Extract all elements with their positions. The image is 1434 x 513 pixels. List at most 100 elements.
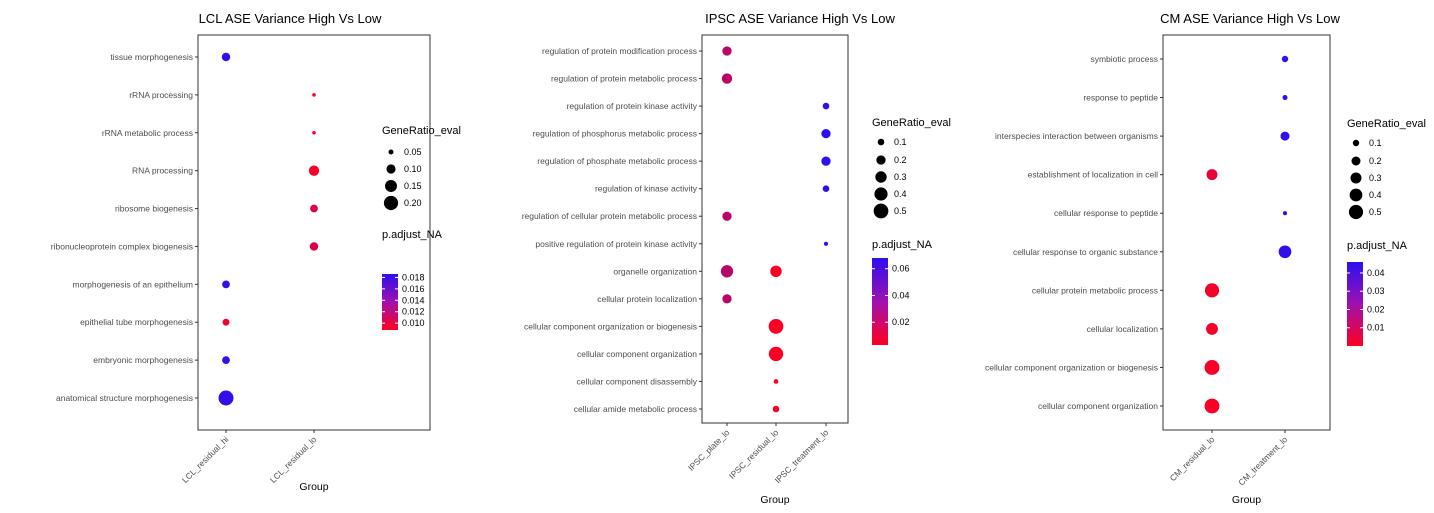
y-tick-label: rRNA processing xyxy=(129,90,193,100)
y-tick-label: embryonic morphogenesis xyxy=(93,355,193,365)
colorbar-label: 0.06 xyxy=(892,264,910,274)
data-point xyxy=(768,319,784,334)
colorbar-label: 0.014 xyxy=(402,295,425,305)
size-legend-title: GeneRatio_eval xyxy=(382,125,461,137)
size-legend-key xyxy=(385,180,397,192)
y-tick-label: tissue morphogenesis xyxy=(110,52,193,62)
y-tick-label: cellular amide metabolic process xyxy=(574,404,697,414)
y-tick-label: ribonucleoprotein complex biogenesis xyxy=(51,241,193,251)
y-tick-label: symbiotic process xyxy=(1090,54,1158,64)
size-legend-key xyxy=(1351,156,1361,166)
data-point xyxy=(312,93,316,97)
chart-title: CM ASE Variance High Vs Low xyxy=(1160,11,1340,26)
size-legend-label: 0.5 xyxy=(1369,207,1382,217)
chart-panel-1: LCL ASE Variance High Vs Low tissue morph… xyxy=(51,11,461,493)
data-point xyxy=(218,390,234,406)
y-tick-label: cellular component organization xyxy=(577,349,697,359)
size-legend-label: 0.10 xyxy=(404,164,422,174)
x-axis-label: Group xyxy=(760,494,789,506)
data-point xyxy=(1278,245,1292,259)
x-axis-label: Group xyxy=(299,481,328,493)
size-legend-key xyxy=(873,203,889,219)
size-legend-key xyxy=(1352,139,1360,147)
data-point xyxy=(222,356,230,364)
size-legend-key xyxy=(1348,204,1364,220)
y-tick-label: cellular component disassembly xyxy=(577,376,698,386)
chart-title: IPSC ASE Variance High Vs Low xyxy=(705,11,895,26)
colorbar-label: 0.04 xyxy=(1367,268,1385,278)
y-tick-label: cellular protein localization xyxy=(597,294,697,304)
data-point xyxy=(722,294,732,304)
size-legend-label: 0.1 xyxy=(1369,138,1382,148)
size-legend-label: 0.2 xyxy=(1369,156,1382,166)
y-tick-label: RNA processing xyxy=(132,166,193,176)
y-tick-label: regulation of phosphorus metabolic proce… xyxy=(533,129,697,139)
y-tick-label: cellular component organization or bioge… xyxy=(985,362,1158,372)
y-tick-label: cellular component organization xyxy=(1038,401,1158,411)
y-tick-label: cellular localization xyxy=(1087,324,1159,334)
colorbar-label: 0.02 xyxy=(1367,304,1385,314)
data-point xyxy=(310,204,318,213)
data-point xyxy=(722,211,732,221)
x-tick-label: IPSC_residual_lo xyxy=(727,427,781,481)
chart-panel-3: CM ASE Variance High Vs Low symbiotic pro… xyxy=(985,11,1426,506)
data-point xyxy=(222,318,230,326)
size-legend-key xyxy=(876,155,886,165)
size-legend-title: GeneRatio_eval xyxy=(872,117,951,129)
data-point xyxy=(309,242,319,251)
data-point xyxy=(773,379,779,384)
data-point xyxy=(1204,283,1220,298)
data-point xyxy=(312,130,316,135)
chart-title: LCL ASE Variance High Vs Low xyxy=(199,11,382,26)
colorbar xyxy=(382,274,398,330)
y-tick-label: regulation of protein metabolic process xyxy=(551,74,697,84)
y-tick-label: regulation of kinase activity xyxy=(595,184,698,194)
y-tick-label: interspecies interaction between organis… xyxy=(995,131,1158,141)
colorbar-label: 0.018 xyxy=(402,272,425,282)
data-point xyxy=(770,265,782,278)
data-point xyxy=(1280,131,1290,141)
y-tick-label: epithelial tube morphogenesis xyxy=(80,317,193,327)
color-legend-title: p.adjust_NA xyxy=(1347,240,1408,252)
size-legend-label: 0.3 xyxy=(1369,173,1382,183)
y-tick-label: anatomical structure morphogenesis xyxy=(56,393,193,403)
size-legend-label: 0.3 xyxy=(894,172,907,182)
x-tick-label: LCL_residual_hi xyxy=(180,434,231,485)
plot-frame xyxy=(1162,34,1331,431)
x-axis-label: Group xyxy=(1232,494,1261,506)
x-tick-label: CM_treatment_lo xyxy=(1236,434,1289,487)
y-tick-label: positive regulation of protein kinase ac… xyxy=(535,239,697,249)
y-tick-label: rRNA metabolic process xyxy=(102,128,193,138)
data-point xyxy=(1204,398,1220,414)
size-legend-key xyxy=(874,187,888,201)
y-tick-label: cellular response to organic substance xyxy=(1013,247,1158,257)
colorbar-label: 0.04 xyxy=(892,290,910,300)
size-legend-label: 0.4 xyxy=(1369,190,1382,200)
colorbar xyxy=(1347,262,1363,346)
size-legend-label: 0.2 xyxy=(894,155,907,165)
size-legend-key xyxy=(877,138,885,146)
y-tick-label: cellular component organization or bioge… xyxy=(524,321,697,331)
chart-panel-2: IPSC ASE Variance High Vs Low regulation … xyxy=(522,11,951,506)
colorbar-label: 0.012 xyxy=(402,307,425,317)
data-point xyxy=(1281,55,1289,63)
y-tick-label: regulation of cellular protein metabolic… xyxy=(522,211,697,221)
data-point xyxy=(221,52,231,62)
size-legend-key xyxy=(388,149,394,155)
plot-frame xyxy=(701,34,849,424)
y-tick-label: response to peptide xyxy=(1083,93,1158,103)
y-tick-label: ribosome biogenesis xyxy=(115,204,193,214)
y-tick-label: regulation of protein modification proce… xyxy=(542,46,697,56)
y-tick-label: morphogenesis of an epithelium xyxy=(73,279,194,289)
data-point xyxy=(772,405,780,413)
y-tick-label: regulation of protein kinase activity xyxy=(567,101,698,111)
data-point xyxy=(720,265,734,278)
color-legend-title: p.adjust_NA xyxy=(872,239,933,251)
color-legend-title: p.adjust_NA xyxy=(382,229,443,241)
x-tick-label: IPSC_treatment_lo xyxy=(773,427,831,485)
y-tick-label: cellular protein metabolic process xyxy=(1032,285,1158,295)
colorbar-label: 0.010 xyxy=(402,318,425,328)
data-point xyxy=(721,73,733,84)
